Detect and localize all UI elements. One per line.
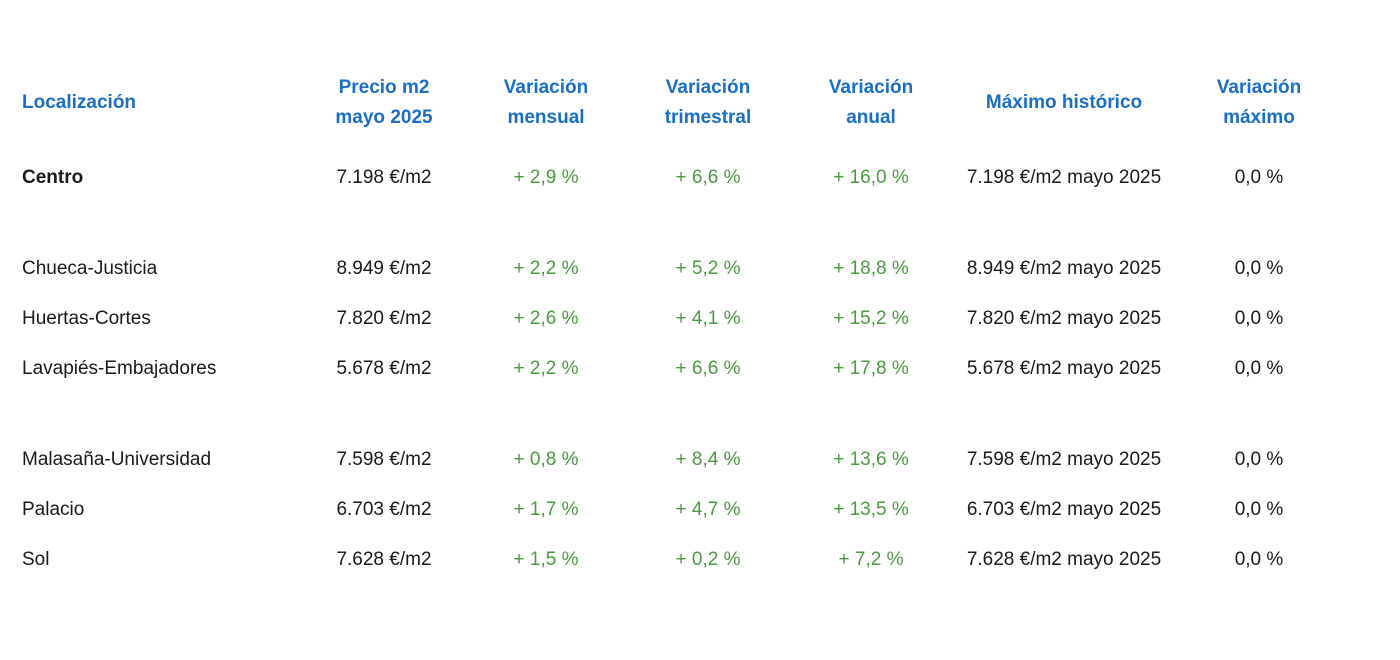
price-value: 7.598 €/m2 [336,449,432,470]
header-quarterly-line2: trimestral [664,107,752,128]
max-value: 8.949 €/m2 mayo 2025 [966,258,1162,279]
header-price: Precio m2 mayo 2025 [304,72,464,134]
monthly-value: + 2,9 % [513,167,579,188]
header-annual-line1: Variación [828,77,914,98]
table-row: Sol 7.628 €/m2 + 1,5 % + 0,2 % + 7,2 % 7… [0,540,1400,580]
header-monthly-line2: mensual [507,107,585,128]
monthly-value: + 2,2 % [513,358,579,379]
quarterly-value: + 6,6 % [675,358,741,379]
quarterly-value: + 0,2 % [675,549,741,570]
location-name: Huertas-Cortes [22,308,151,329]
header-monthly: Variación mensual [466,72,626,134]
price-value: 7.628 €/m2 [336,549,432,570]
max-var-value: 0,0 % [1234,258,1284,279]
table-header: Localización Precio m2 mayo 2025 Variaci… [0,72,1400,134]
annual-value: + 18,8 % [833,258,909,279]
header-annual: Variación anual [791,72,951,134]
header-annual-line2: anual [846,107,896,128]
header-max-var: Variación máximo [1184,72,1334,134]
max-value: 6.703 €/m2 mayo 2025 [966,499,1162,520]
location-name: Palacio [22,499,85,520]
header-price-line2: mayo 2025 [335,107,433,128]
location-name: Sol [22,549,50,570]
max-var-value: 0,0 % [1234,167,1284,188]
max-value: 7.598 €/m2 mayo 2025 [966,449,1162,470]
table-row: Centro 7.198 €/m2 + 2,9 % + 6,6 % + 16,0… [0,158,1400,198]
table-row: Huertas-Cortes 7.820 €/m2 + 2,6 % + 4,1 … [0,299,1400,339]
monthly-value: + 1,7 % [513,499,579,520]
header-max-var-line2: máximo [1223,107,1295,128]
annual-value: + 13,5 % [833,499,909,520]
max-value: 7.820 €/m2 mayo 2025 [966,308,1162,329]
table-row: Malasaña-Universidad 7.598 €/m2 + 0,8 % … [0,440,1400,480]
price-value: 7.198 €/m2 [336,167,432,188]
price-value: 7.820 €/m2 [336,308,432,329]
annual-value: + 7,2 % [838,549,904,570]
table-row: Chueca-Justicia 8.949 €/m2 + 2,2 % + 5,2… [0,249,1400,289]
quarterly-value: + 4,1 % [675,308,741,329]
table-row: Lavapiés-Embajadores 5.678 €/m2 + 2,2 % … [0,349,1400,389]
monthly-value: + 2,6 % [513,308,579,329]
price-value: 5.678 €/m2 [336,358,432,379]
header-max: Máximo histórico [944,72,1184,134]
table-row: Palacio 6.703 €/m2 + 1,7 % + 4,7 % + 13,… [0,490,1400,530]
price-value: 8.949 €/m2 [336,258,432,279]
max-var-value: 0,0 % [1234,449,1284,470]
location-name: Chueca-Justicia [22,258,158,279]
header-monthly-line1: Variación [503,77,589,98]
location-name: Centro [22,167,84,188]
max-var-value: 0,0 % [1234,308,1284,329]
max-value: 5.678 €/m2 mayo 2025 [966,358,1162,379]
max-value: 7.628 €/m2 mayo 2025 [966,549,1162,570]
annual-value: + 13,6 % [833,449,909,470]
location-name: Lavapiés-Embajadores [22,358,217,379]
header-max-label: Máximo histórico [985,92,1143,113]
quarterly-value: + 5,2 % [675,258,741,279]
quarterly-value: + 4,7 % [675,499,741,520]
monthly-value: + 2,2 % [513,258,579,279]
annual-value: + 16,0 % [833,167,909,188]
header-quarterly-line1: Variación [665,77,751,98]
annual-value: + 15,2 % [833,308,909,329]
quarterly-value: + 6,6 % [675,167,741,188]
max-value: 7.198 €/m2 mayo 2025 [966,167,1162,188]
max-var-value: 0,0 % [1234,549,1284,570]
header-quarterly: Variación trimestral [628,72,788,134]
header-price-line1: Precio m2 [338,77,430,98]
location-name: Malasaña-Universidad [22,449,212,470]
header-location-label: Localización [22,92,137,113]
max-var-value: 0,0 % [1234,499,1284,520]
annual-value: + 17,8 % [833,358,909,379]
header-max-var-line1: Variación [1216,77,1302,98]
price-value: 6.703 €/m2 [336,499,432,520]
monthly-value: + 0,8 % [513,449,579,470]
quarterly-value: + 8,4 % [675,449,741,470]
header-location: Localización [22,72,292,134]
monthly-value: + 1,5 % [513,549,579,570]
max-var-value: 0,0 % [1234,358,1284,379]
